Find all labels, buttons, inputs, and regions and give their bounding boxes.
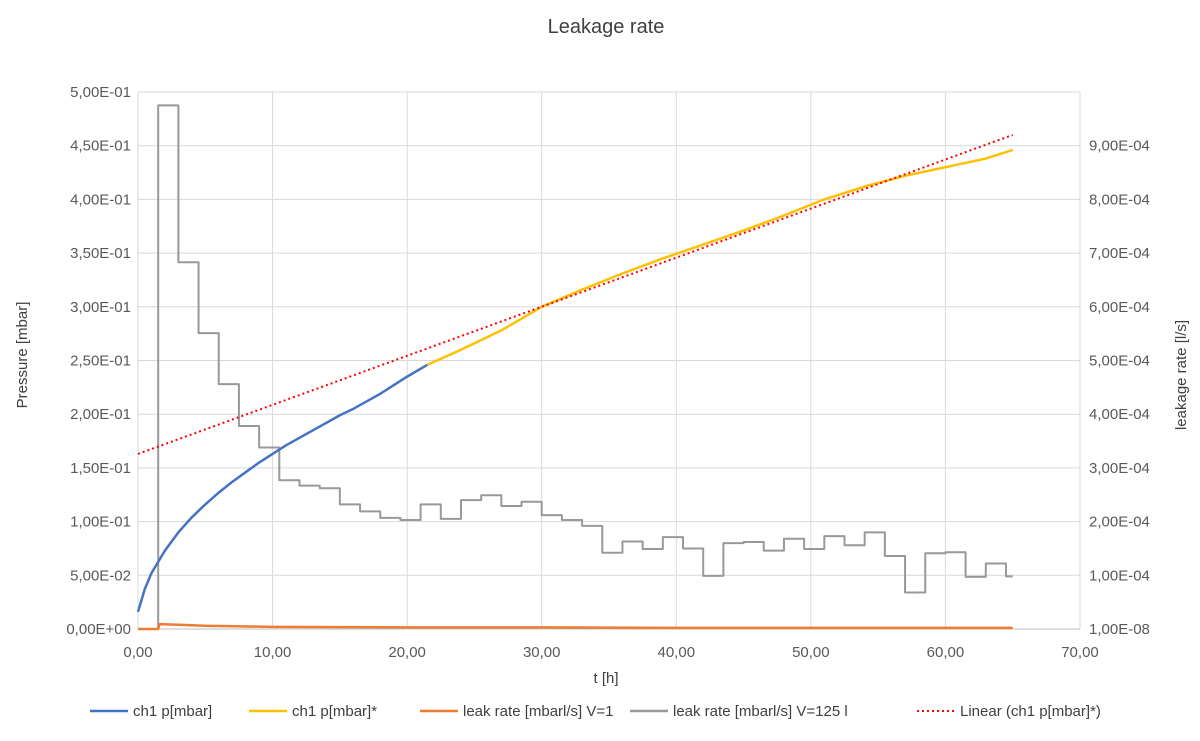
y-left-tick-label: 1,50E-01 — [70, 460, 131, 477]
y-left-tick-label: 5,00E-02 — [70, 567, 131, 584]
y-right-tick-label: 1,00E-04 — [1089, 567, 1150, 584]
y-right-axis-title: leakage rate [l/s] — [1173, 320, 1190, 430]
x-tick-label: 40,00 — [658, 644, 696, 661]
x-tick-label: 50,00 — [792, 644, 830, 661]
y-left-tick-label: 3,00E-01 — [70, 299, 131, 316]
y-right-tick-label: 6,00E-04 — [1089, 299, 1150, 316]
series-layer — [136, 104, 1014, 631]
x-tick-label: 10,00 — [254, 644, 292, 661]
series-line-leak-rate-mbarl-s-v-1 — [138, 622, 1013, 631]
x-tick-label: 20,00 — [388, 644, 426, 661]
y-left-tick-label: 4,50E-01 — [70, 138, 131, 155]
y-left-tick-label: 3,50E-01 — [70, 245, 131, 262]
legend-label-ch1-p-mbar: ch1 p[mbar] — [133, 703, 212, 720]
series-line-leak-rate-mbarl-s-v-125-l — [138, 104, 1013, 630]
y-left-tick-label: 0,00E+00 — [66, 621, 131, 638]
x-tick-label: 0,00 — [123, 644, 152, 661]
legend-label-leak-rate-mbarl-s-v-1: leak rate [mbarl/s] V=1 — [463, 703, 613, 720]
y-left-tick-label: 2,00E-01 — [70, 406, 131, 423]
y-right-tick-label: 1,00E-08 — [1089, 621, 1150, 638]
y-right-tick-label: 8,00E-04 — [1089, 191, 1150, 208]
series-line-ch1-p-mbar — [136, 363, 428, 613]
legend-label-leak-rate-mbarl-s-v-125-l: leak rate [mbarl/s] V=125 l — [673, 703, 848, 720]
y-right-tick-label: 5,00E-04 — [1089, 353, 1150, 370]
y-left-tick-label: 4,00E-01 — [70, 191, 131, 208]
series-line-ch1-p-mbar — [426, 148, 1014, 366]
series-line-linear-ch1-p-mbar — [137, 134, 1014, 455]
y-left-tick-label: 2,50E-01 — [70, 353, 131, 370]
y-left-tick-label: 1,00E-01 — [70, 514, 131, 531]
legend: ch1 p[mbar] ch1 p[mbar]* leak rate [mbarl/… — [90, 703, 1101, 720]
y-right-tick-label: 9,00E-04 — [1089, 138, 1150, 155]
chart-title: Leakage rate — [548, 16, 665, 38]
y-right-tick-label: 2,00E-04 — [1089, 514, 1150, 531]
y-left-tick-label: 5,00E-01 — [70, 84, 131, 101]
x-tick-label: 30,00 — [523, 644, 561, 661]
y-right-tick-label: 7,00E-04 — [1089, 245, 1150, 262]
y-right-tick-label: 4,00E-04 — [1089, 406, 1150, 423]
gridlines — [137, 91, 1081, 630]
tick-labels: 0,00 10,00 20,00 30,00 40,00 50,00 60,00 70,00 0… — [66, 84, 1150, 661]
legend-label-ch1-p-mbar: ch1 p[mbar]* — [292, 703, 377, 720]
x-tick-label: 60,00 — [927, 644, 965, 661]
x-axis-title: t [h] — [593, 670, 618, 687]
y-right-tick-label: 3,00E-04 — [1089, 460, 1150, 477]
y-left-axis-title: Pressure [mbar] — [14, 302, 31, 409]
x-tick-label: 70,00 — [1061, 644, 1099, 661]
legend-label-linear-ch1-p-mbar: Linear (ch1 p[mbar]*) — [960, 703, 1101, 720]
